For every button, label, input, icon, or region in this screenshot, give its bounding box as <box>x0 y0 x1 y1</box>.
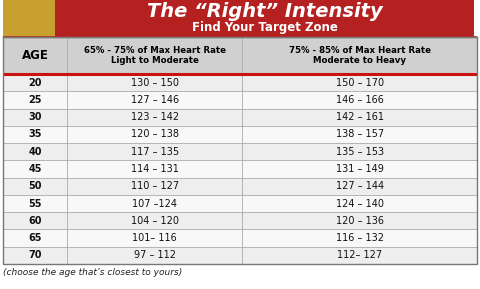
Text: 135 – 153: 135 – 153 <box>336 147 384 157</box>
Bar <box>3 195 477 212</box>
Bar <box>3 37 477 264</box>
Text: 104 – 120: 104 – 120 <box>131 216 179 226</box>
Text: 114 – 131: 114 – 131 <box>131 164 179 174</box>
Text: 65% - 75% of Max Heart Rate
Light to Moderate: 65% - 75% of Max Heart Rate Light to Mod… <box>84 46 226 65</box>
Bar <box>3 143 477 160</box>
Text: 123 – 142: 123 – 142 <box>131 112 179 122</box>
Bar <box>3 247 477 264</box>
Text: 30: 30 <box>28 112 42 122</box>
Text: 97 – 112: 97 – 112 <box>133 250 176 260</box>
Bar <box>3 91 477 109</box>
Text: 130 – 150: 130 – 150 <box>131 78 179 88</box>
Text: 25: 25 <box>28 95 42 105</box>
Text: 110 – 127: 110 – 127 <box>131 181 179 191</box>
Bar <box>3 126 477 143</box>
Text: AGE: AGE <box>22 49 48 62</box>
Bar <box>3 229 477 247</box>
Text: 138 – 157: 138 – 157 <box>336 129 384 140</box>
Text: 60: 60 <box>28 216 42 226</box>
Bar <box>3 0 55 37</box>
Text: 127 – 146: 127 – 146 <box>131 95 179 105</box>
Text: 40: 40 <box>28 147 42 157</box>
Bar <box>55 0 474 37</box>
Text: 107 –124: 107 –124 <box>132 199 177 209</box>
Text: 120 – 136: 120 – 136 <box>336 216 384 226</box>
Text: 142 – 161: 142 – 161 <box>336 112 384 122</box>
Text: The “Right” Intensity: The “Right” Intensity <box>147 2 383 21</box>
Text: 116 – 132: 116 – 132 <box>336 233 384 243</box>
Text: 50: 50 <box>28 181 42 191</box>
Text: 127 – 144: 127 – 144 <box>336 181 384 191</box>
Text: 101– 116: 101– 116 <box>132 233 177 243</box>
Text: 20: 20 <box>28 78 42 88</box>
Text: 75% - 85% of Max Heart Rate
Moderate to Heavy: 75% - 85% of Max Heart Rate Moderate to … <box>288 46 431 65</box>
Bar <box>3 178 477 195</box>
Text: 65: 65 <box>28 233 42 243</box>
Bar <box>3 212 477 229</box>
Text: (choose the age that’s closest to yours): (choose the age that’s closest to yours) <box>3 268 182 277</box>
Text: 150 – 170: 150 – 170 <box>336 78 384 88</box>
Text: 112– 127: 112– 127 <box>337 250 382 260</box>
Text: 120 – 138: 120 – 138 <box>131 129 179 140</box>
Bar <box>3 109 477 126</box>
Bar <box>3 37 477 74</box>
Text: 70: 70 <box>28 250 42 260</box>
Text: 35: 35 <box>28 129 42 140</box>
Text: 117 – 135: 117 – 135 <box>131 147 179 157</box>
Text: 131 – 149: 131 – 149 <box>336 164 384 174</box>
Text: 45: 45 <box>28 164 42 174</box>
Text: 124 – 140: 124 – 140 <box>336 199 384 209</box>
Text: Find Your Target Zone: Find Your Target Zone <box>192 21 337 34</box>
Bar <box>3 160 477 178</box>
Text: 146 – 166: 146 – 166 <box>336 95 384 105</box>
Text: 55: 55 <box>28 199 42 209</box>
Bar <box>3 74 477 91</box>
